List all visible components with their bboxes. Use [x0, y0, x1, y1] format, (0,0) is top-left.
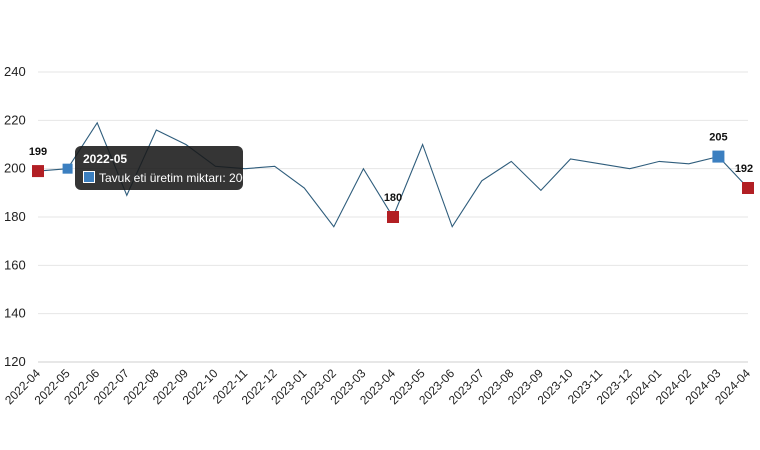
data-point-marker — [387, 211, 399, 223]
tooltip-swatch — [83, 171, 95, 183]
active-point-marker — [62, 163, 73, 174]
tooltip-title: 2022-05 — [83, 152, 128, 166]
y-tick-label: 120 — [4, 354, 26, 369]
data-label: 192 — [735, 163, 753, 175]
y-tick-label: 180 — [4, 209, 26, 224]
data-point-marker — [32, 165, 44, 178]
y-tick-label: 200 — [4, 161, 26, 176]
tooltip-row: Tavuk eti üretim miktarı: 200 — [83, 170, 249, 186]
data-label: 205 — [709, 132, 727, 144]
data-point-marker — [712, 150, 725, 163]
data-point-marker — [742, 182, 754, 194]
data-label: 180 — [384, 192, 402, 204]
y-tick-label: 240 — [4, 64, 26, 79]
y-tick-label: 220 — [4, 112, 26, 127]
y-tick-label: 140 — [4, 306, 26, 321]
y-tick-label: 160 — [4, 257, 26, 272]
data-label: 199 — [29, 146, 47, 158]
tooltip-series-label: Tavuk eti üretim miktarı: 200 — [99, 171, 250, 185]
chart-tooltip: 2022-05 Tavuk eti üretim miktarı: 200 — [75, 146, 249, 190]
